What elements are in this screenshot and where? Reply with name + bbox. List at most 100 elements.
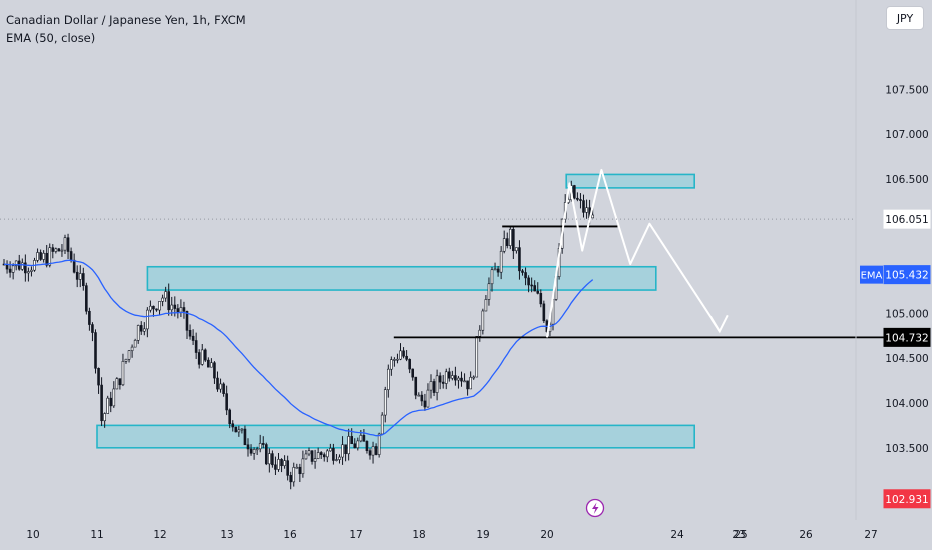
candle-body-15: [48, 247, 52, 266]
candle-body-119: [365, 441, 369, 451]
currency-button[interactable]: JPY: [886, 6, 924, 30]
candle-body-125: [383, 389, 387, 416]
candle-body-111: [341, 444, 344, 458]
candle-body-99: [304, 453, 308, 460]
y-tick-1: 107.000: [885, 129, 928, 141]
candle-body-14: [45, 252, 49, 266]
candle-body-127: [390, 359, 393, 370]
candle-body-135: [414, 376, 418, 396]
candle-body-108: [332, 447, 335, 461]
candle-body-61: [188, 330, 192, 337]
candle-body-28: [88, 310, 91, 325]
x-tick-12: 26: [799, 529, 813, 541]
candle-body-54: [167, 291, 170, 311]
candle-body-58: [179, 307, 183, 313]
candle-body-150: [460, 377, 463, 382]
projection-path[interactable]: [546, 168, 721, 338]
candle-body-158: [484, 299, 488, 312]
candle-body-62: [191, 335, 195, 341]
candle-body-4: [14, 260, 18, 267]
candle-body-30: [94, 332, 97, 369]
candle-body-191: [585, 207, 588, 213]
zone-1[interactable]: [146, 265, 657, 291]
x-tick-8: 20: [540, 529, 553, 541]
price-label-2: 104.732: [885, 332, 928, 344]
candle-body-75: [231, 423, 235, 428]
candle-body-27: [85, 285, 88, 312]
price-label-1: 105.432: [885, 270, 928, 282]
price-tag-box-1: [860, 265, 883, 284]
y-tick-3: 105.000: [885, 308, 928, 320]
candle-body-160: [490, 269, 494, 285]
zone-0[interactable]: [96, 424, 696, 449]
candle-body-33: [103, 413, 106, 422]
y-tick-6: 103.500: [885, 443, 928, 455]
candle-body-64: [197, 352, 201, 365]
x-tick-6: 18: [412, 529, 425, 541]
candle-body-21: [66, 237, 70, 252]
candle-body-36: [112, 388, 116, 407]
symbol-title[interactable]: Canadian Dollar / Japanese Yen, 1h, FXCM: [6, 13, 246, 27]
candle-body-157: [481, 310, 485, 331]
candle-body-26: [82, 273, 85, 286]
candle-body-96: [295, 466, 299, 469]
candle-body-153: [469, 376, 472, 390]
candle-body-170: [521, 270, 524, 273]
candle-body-149: [457, 377, 460, 381]
candle-body-144: [441, 381, 445, 384]
candle-body-13: [42, 252, 45, 260]
candle-body-156: [478, 329, 482, 337]
candle-body-117: [359, 435, 363, 442]
candle-body-72: [222, 383, 225, 394]
candle-body-107: [329, 447, 332, 452]
candle-body-34: [106, 397, 109, 414]
x-tick-3: 13: [220, 529, 233, 541]
candle-body-171: [524, 272, 527, 279]
candle-body-140: [429, 381, 433, 391]
candle-body-95: [292, 467, 296, 483]
candle-body-69: [213, 362, 216, 379]
candle-body-42: [130, 346, 134, 352]
candle-body-60: [185, 311, 189, 331]
candle-body-116: [356, 440, 360, 449]
candle-body-2: [8, 268, 12, 273]
candle-body-73: [225, 393, 228, 411]
candle-body-66: [204, 349, 207, 361]
candle-body-74: [228, 409, 231, 425]
candle-body-31: [97, 368, 100, 386]
candle-body-145: [444, 371, 448, 384]
candle-body-188: [576, 197, 579, 200]
y-tick-5: 104.000: [885, 398, 928, 410]
candle-body-17: [54, 248, 58, 252]
candle-body-85: [261, 443, 265, 445]
candle-body-68: [210, 362, 213, 368]
candle-body-41: [127, 350, 131, 360]
candle-body-89: [274, 464, 277, 470]
candle-body-47: [146, 309, 149, 330]
candle-body-174: [533, 285, 537, 292]
candle-body-129: [396, 358, 399, 361]
candle-body-110: [338, 456, 341, 460]
zone-2[interactable]: [565, 173, 696, 189]
candle-body-84: [258, 443, 262, 450]
candle-body-8: [27, 271, 30, 274]
candle-body-7: [24, 262, 27, 274]
candle-body-65: [200, 349, 204, 365]
candle-body-121: [371, 446, 375, 456]
price-label-0: 106.051: [885, 214, 928, 226]
price-tag-1: EMA: [861, 271, 883, 282]
candle-body-91: [280, 459, 283, 467]
candle-body-120: [368, 450, 372, 456]
candle-body-82: [252, 449, 256, 454]
candle-body-67: [207, 359, 210, 368]
candle-body-80: [246, 444, 250, 450]
candle-body-46: [143, 328, 146, 332]
lightning-icon[interactable]: [585, 498, 605, 518]
indicator-label[interactable]: EMA (50, close): [6, 31, 96, 45]
candle-body-55: [170, 304, 174, 311]
price-label-box-1: [883, 265, 931, 285]
candle-body-164: [502, 238, 506, 252]
x-tick-10: 24: [670, 529, 684, 541]
